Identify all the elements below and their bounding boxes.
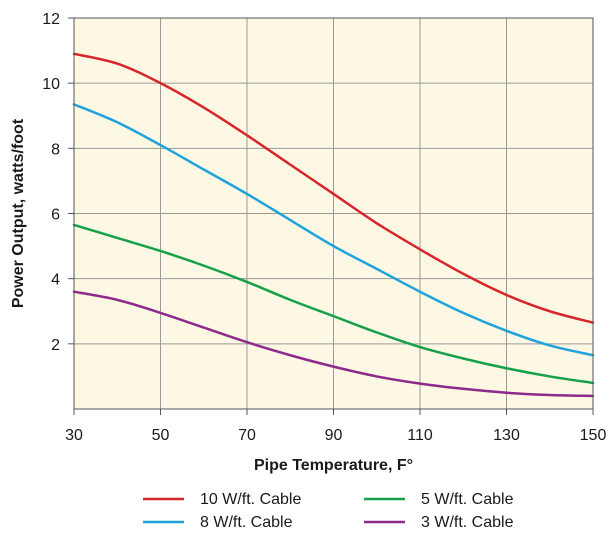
y-tick-label: 10 xyxy=(42,76,60,93)
x-tick-label: 110 xyxy=(407,427,433,444)
y-tick-label: 12 xyxy=(42,11,60,28)
x-tick-label: 50 xyxy=(152,427,170,444)
x-tick-label: 30 xyxy=(65,427,83,444)
legend-label-2: 5 W/ft. Cable xyxy=(421,491,514,508)
x-tick-label: 130 xyxy=(493,427,520,444)
series-line-1 xyxy=(72,103,595,357)
y-tick-label: 4 xyxy=(51,272,60,289)
legend-label-3: 3 W/ft. Cable xyxy=(421,514,514,531)
series-line-0 xyxy=(72,52,595,324)
legend-label-1: 8 W/ft. Cable xyxy=(200,514,293,531)
series-lines xyxy=(72,52,595,398)
y-axis-title: Power Output, watts/foot xyxy=(10,118,27,308)
series-line-2 xyxy=(72,223,595,385)
legend-label-0: 10 W/ft. Cable xyxy=(200,491,301,508)
y-tick-label: 8 xyxy=(51,141,60,158)
y-tick-label: 2 xyxy=(51,337,60,354)
y-axis-ticks: 2 4 6 8 10 12 xyxy=(42,11,74,354)
x-axis-ticks: 30 50 70 90 110 130 150 xyxy=(65,409,606,444)
y-tick-label: 6 xyxy=(51,207,60,224)
series-line-3 xyxy=(72,290,595,398)
x-tick-label: 150 xyxy=(580,427,607,444)
x-axis-title: Pipe Temperature, F° xyxy=(254,457,413,474)
x-tick-label: 90 xyxy=(325,427,343,444)
grid xyxy=(73,17,594,409)
x-tick-label: 70 xyxy=(238,427,256,444)
legend: 10 W/ft. Cable 5 W/ft. Cable 8 W/ft. Cable… xyxy=(143,491,514,531)
